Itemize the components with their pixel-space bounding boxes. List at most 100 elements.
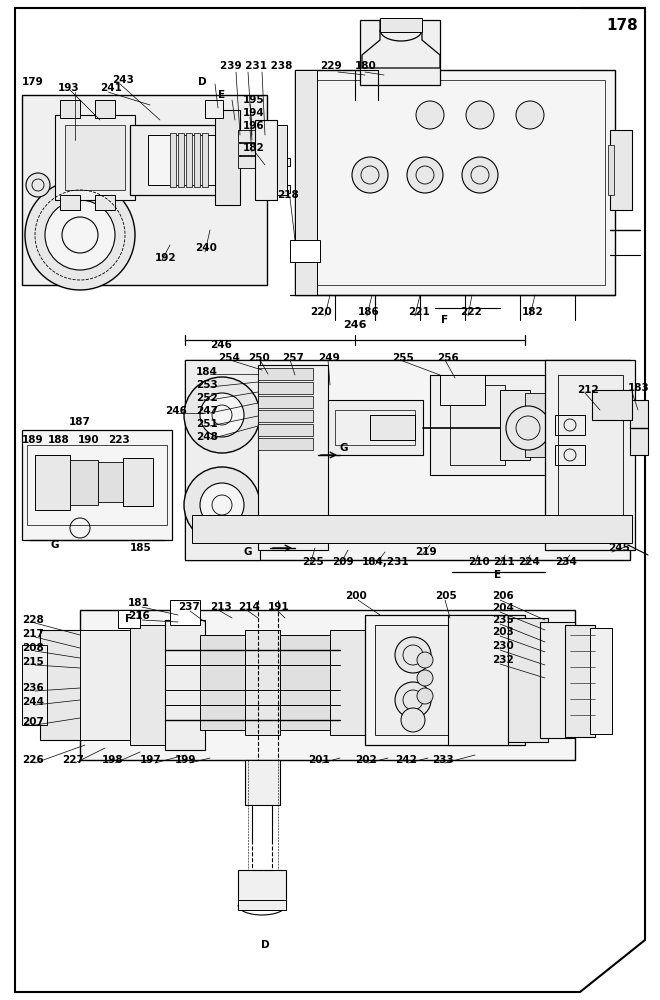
Bar: [255, 185, 290, 193]
Text: 256: 256: [437, 353, 459, 363]
Bar: [40, 630, 85, 740]
Bar: [238, 156, 256, 168]
Bar: [508, 618, 548, 742]
Circle shape: [401, 708, 425, 732]
Bar: [277, 125, 287, 195]
Bar: [70, 460, 98, 505]
Text: 195: 195: [243, 95, 265, 105]
Bar: [60, 100, 80, 118]
Bar: [540, 622, 575, 738]
Polygon shape: [362, 20, 440, 68]
Bar: [360, 20, 440, 85]
Bar: [245, 630, 280, 735]
Text: 246: 246: [165, 406, 187, 416]
Bar: [186, 133, 192, 187]
Text: 227: 227: [62, 755, 84, 765]
Circle shape: [417, 670, 433, 686]
Text: E: E: [494, 570, 502, 580]
Text: 190: 190: [78, 435, 100, 445]
Bar: [590, 628, 612, 734]
Circle shape: [416, 101, 444, 129]
Text: 199: 199: [175, 755, 197, 765]
Circle shape: [395, 682, 431, 718]
Text: 247: 247: [196, 406, 218, 416]
Bar: [448, 615, 508, 745]
Text: 213: 213: [210, 602, 232, 612]
Bar: [440, 375, 485, 405]
Text: 241: 241: [100, 83, 122, 93]
Bar: [258, 365, 328, 550]
Text: 179: 179: [22, 77, 44, 87]
Text: 212: 212: [577, 385, 599, 395]
Circle shape: [26, 173, 50, 197]
Bar: [258, 438, 313, 450]
Text: 192: 192: [155, 253, 177, 263]
Bar: [258, 424, 313, 436]
Text: 193: 193: [58, 83, 80, 93]
Text: 203: 203: [492, 627, 513, 637]
Text: 194: 194: [243, 108, 265, 118]
Bar: [148, 135, 223, 185]
Bar: [255, 120, 277, 200]
Bar: [22, 430, 172, 540]
Text: 185: 185: [130, 543, 152, 553]
Text: 255: 255: [392, 353, 414, 363]
Bar: [258, 410, 313, 422]
Bar: [192, 515, 632, 543]
Bar: [130, 125, 230, 195]
Bar: [330, 630, 370, 735]
Text: 228: 228: [22, 615, 44, 625]
Text: 246: 246: [343, 320, 367, 330]
Text: 253: 253: [196, 380, 218, 390]
Text: 206: 206: [492, 591, 513, 601]
Circle shape: [462, 157, 498, 193]
Text: 219: 219: [415, 547, 437, 557]
Bar: [630, 400, 648, 455]
Text: 242: 242: [395, 755, 417, 765]
Bar: [328, 400, 423, 455]
Text: 207: 207: [22, 717, 44, 727]
Text: D: D: [198, 77, 207, 87]
Text: 218: 218: [277, 190, 299, 200]
Bar: [430, 375, 550, 475]
Circle shape: [407, 157, 443, 193]
Circle shape: [25, 180, 135, 290]
Text: 226: 226: [22, 755, 44, 765]
Text: 191: 191: [268, 602, 290, 612]
Bar: [80, 610, 575, 760]
Text: 198: 198: [102, 755, 123, 765]
Text: 217: 217: [22, 629, 44, 639]
Text: 196: 196: [243, 121, 265, 131]
Text: 216: 216: [128, 611, 150, 621]
Bar: [95, 195, 115, 210]
Bar: [202, 133, 208, 187]
Bar: [380, 18, 422, 32]
Bar: [95, 100, 115, 118]
Text: 200: 200: [345, 591, 367, 601]
Bar: [365, 615, 525, 745]
Circle shape: [417, 688, 433, 704]
Text: 224: 224: [518, 557, 540, 567]
Bar: [238, 900, 286, 910]
Bar: [65, 125, 125, 190]
Bar: [255, 158, 290, 166]
Bar: [592, 390, 632, 420]
Text: 184: 184: [196, 367, 218, 377]
Text: 205: 205: [435, 591, 457, 601]
Bar: [610, 130, 632, 210]
Text: 235: 235: [492, 615, 513, 625]
Text: 189: 189: [22, 435, 44, 445]
Bar: [27, 445, 167, 525]
Bar: [555, 415, 585, 435]
Bar: [238, 870, 286, 905]
Text: 204: 204: [492, 603, 514, 613]
Circle shape: [352, 157, 388, 193]
Text: 184,231: 184,231: [362, 557, 410, 567]
Text: 187: 187: [69, 417, 91, 427]
Bar: [295, 70, 615, 295]
Text: 197: 197: [140, 755, 162, 765]
Text: 220: 220: [310, 307, 332, 317]
Bar: [194, 133, 200, 187]
Bar: [60, 195, 80, 210]
Text: 222: 222: [460, 307, 482, 317]
